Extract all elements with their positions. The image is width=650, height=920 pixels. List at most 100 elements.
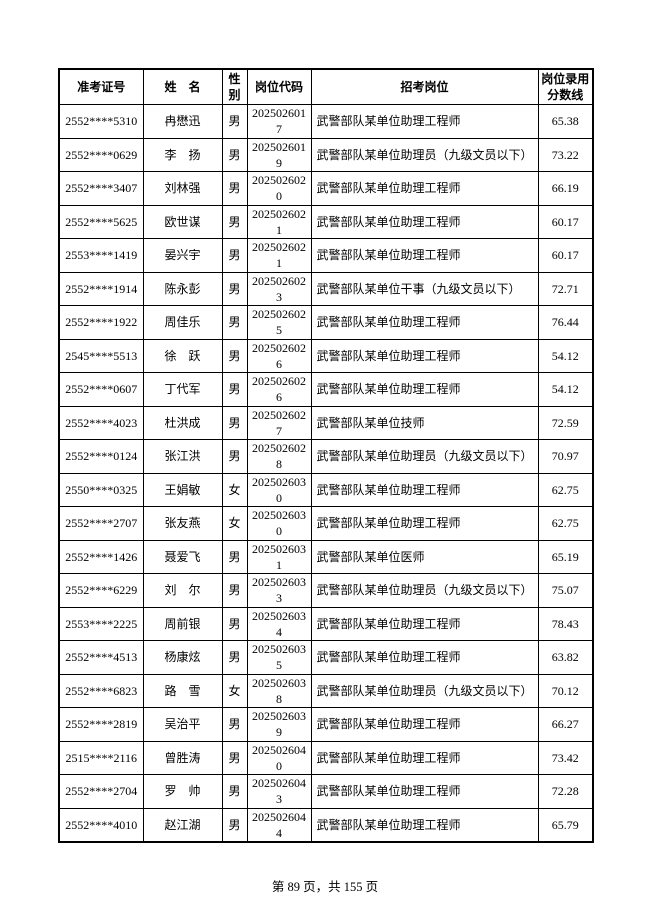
table-row: 2552****5310 冉懋迅男 2025026017 武警部队某单位助理工程师 65… (58, 104, 594, 139)
position-code-cell: 2025026027 (246, 405, 312, 440)
score-line-cell: 54.12 (537, 372, 594, 407)
gender-cell: 男 (221, 104, 248, 139)
ticket-number-cell: 2552****1426 (58, 539, 144, 574)
position-title-cell: 武警部队某单位助理工程师 (310, 171, 539, 206)
column-header-gender: 性别 (221, 68, 248, 105)
name-cell: 刘 尔 (142, 573, 223, 608)
name-cell: 周前银 (142, 606, 223, 641)
table-row: 2550****0325 王娟敏女 2025026030 武警部队某单位助理工程师 62… (58, 472, 594, 507)
score-line-cell: 75.07 (537, 573, 594, 608)
position-code-cell: 2025026026 (246, 338, 312, 373)
table-body: 2552****5310 冉懋迅男 2025026017 武警部队某单位助理工程师 65… (58, 104, 594, 843)
score-line-cell: 76.44 (537, 305, 594, 340)
name-cell: 赵江湖 (142, 807, 223, 843)
position-title-cell: 武警部队某单位助理工程师 (310, 740, 539, 775)
gender-cell: 男 (221, 372, 248, 407)
gender-cell: 男 (221, 238, 248, 273)
name-cell: 刘林强 (142, 171, 223, 206)
ticket-number-cell: 2553****1419 (58, 238, 144, 273)
ticket-number-cell: 2552****4513 (58, 640, 144, 675)
ticket-number-cell: 2552****5625 (58, 204, 144, 239)
table-row: 2552****0629 李 扬男 2025026019 武警部队某单位助理员（九级文… (58, 137, 594, 172)
score-line-cell: 60.17 (537, 238, 594, 273)
position-code-cell: 2025026019 (246, 137, 312, 172)
admission-score-table: 准考证号姓 名性别 岗位代码 招考岗位 岗位录用分数线 2552****5310 冉懋迅… (58, 68, 594, 843)
score-line-cell: 66.19 (537, 171, 594, 206)
score-line-cell: 62.75 (537, 472, 594, 507)
score-line-cell: 65.38 (537, 104, 594, 139)
table-row: 2552****0607 丁代军男 2025026026 武警部队某单位助理工程师 54… (58, 372, 594, 407)
position-code-cell: 2025026030 (246, 506, 312, 541)
position-title-cell: 武警部队某单位助理员（九级文员以下） (310, 573, 539, 608)
name-cell: 李 扬 (142, 137, 223, 172)
score-line-cell: 72.59 (537, 405, 594, 440)
position-code-cell: 2025026026 (246, 372, 312, 407)
score-line-cell: 62.75 (537, 506, 594, 541)
gender-cell: 女 (221, 472, 248, 507)
position-code-cell: 2025026031 (246, 539, 312, 574)
ticket-number-cell: 2552****0629 (58, 137, 144, 172)
score-line-cell: 66.27 (537, 707, 594, 742)
name-cell: 杜洪成 (142, 405, 223, 440)
position-code-cell: 2025026035 (246, 640, 312, 675)
position-title-cell: 武警部队某单位助理工程师 (310, 707, 539, 742)
table-row: 2552****2704 罗 帅男 2025026043 武警部队某单位助理工程师 72… (58, 774, 594, 809)
ticket-number-cell: 2552****5310 (58, 104, 144, 139)
gender-cell: 男 (221, 338, 248, 373)
gender-cell: 男 (221, 171, 248, 206)
position-code-cell: 2025026033 (246, 573, 312, 608)
ticket-number-cell: 2552****6823 (58, 673, 144, 708)
position-code-cell: 2025026023 (246, 271, 312, 306)
name-cell: 丁代军 (142, 372, 223, 407)
name-cell: 杨康炫 (142, 640, 223, 675)
gender-cell: 男 (221, 137, 248, 172)
name-cell: 张江洪 (142, 439, 223, 474)
score-line-cell: 72.71 (537, 271, 594, 306)
gender-cell: 男 (221, 707, 248, 742)
score-line-cell: 70.12 (537, 673, 594, 708)
column-header-position-code: 岗位代码 (246, 68, 312, 105)
column-header-score-line: 岗位录用分数线 (537, 68, 594, 105)
table-row: 2553****2225 周前银男 2025026034 武警部队某单位助理工程师 78… (58, 606, 594, 641)
position-title-cell: 武警部队某单位助理工程师 (310, 372, 539, 407)
table-row: 2553****1419 晏兴宇男 2025026021 武警部队某单位助理工程师 60… (58, 238, 594, 273)
score-line-cell: 72.28 (537, 774, 594, 809)
position-code-cell: 2025026021 (246, 204, 312, 239)
gender-cell: 男 (221, 740, 248, 775)
score-line-cell: 65.19 (537, 539, 594, 574)
column-header-ticket-number: 准考证号 (58, 68, 144, 105)
ticket-number-cell: 2552****1922 (58, 305, 144, 340)
position-code-cell: 2025026043 (246, 774, 312, 809)
position-title-cell: 武警部队某单位医师 (310, 539, 539, 574)
position-title-cell: 武警部队某单位助理员（九级文员以下） (310, 439, 539, 474)
name-cell: 欧世谋 (142, 204, 223, 239)
position-title-cell: 武警部队某单位助理工程师 (310, 807, 539, 843)
name-cell: 吴治平 (142, 707, 223, 742)
name-cell: 罗 帅 (142, 774, 223, 809)
score-line-cell: 65.79 (537, 807, 594, 843)
position-title-cell: 武警部队某单位助理工程师 (310, 640, 539, 675)
table-row: 2552****6823 路 雪女 2025026038 武警部队某单位助理员（九级文… (58, 673, 594, 708)
position-code-cell: 2025026039 (246, 707, 312, 742)
ticket-number-cell: 2552****3407 (58, 171, 144, 206)
position-code-cell: 2025026021 (246, 238, 312, 273)
ticket-number-cell: 2552****4010 (58, 807, 144, 843)
position-title-cell: 武警部队某单位助理员（九级文员以下） (310, 137, 539, 172)
position-title-cell: 武警部队某单位助理工程师 (310, 238, 539, 273)
position-code-cell: 2025026025 (246, 305, 312, 340)
gender-cell: 男 (221, 807, 248, 843)
name-cell: 周佳乐 (142, 305, 223, 340)
table-row: 2552****4023 杜洪成男 2025026027 武警部队某单位技师 72.59 (58, 405, 594, 440)
position-title-cell: 武警部队某单位助理工程师 (310, 305, 539, 340)
table-header-row: 准考证号姓 名性别 岗位代码 招考岗位 岗位录用分数线 (58, 68, 594, 105)
page-number-indicator: 第 89 页，共 155 页 (271, 880, 379, 894)
gender-cell: 男 (221, 439, 248, 474)
ticket-number-cell: 2545****5513 (58, 338, 144, 373)
score-line-cell: 54.12 (537, 338, 594, 373)
score-line-cell: 70.97 (537, 439, 594, 474)
ticket-number-cell: 2552****6229 (58, 573, 144, 608)
position-title-cell: 武警部队某单位技师 (310, 405, 539, 440)
name-cell: 张友燕 (142, 506, 223, 541)
position-code-cell: 2025026044 (246, 807, 312, 843)
